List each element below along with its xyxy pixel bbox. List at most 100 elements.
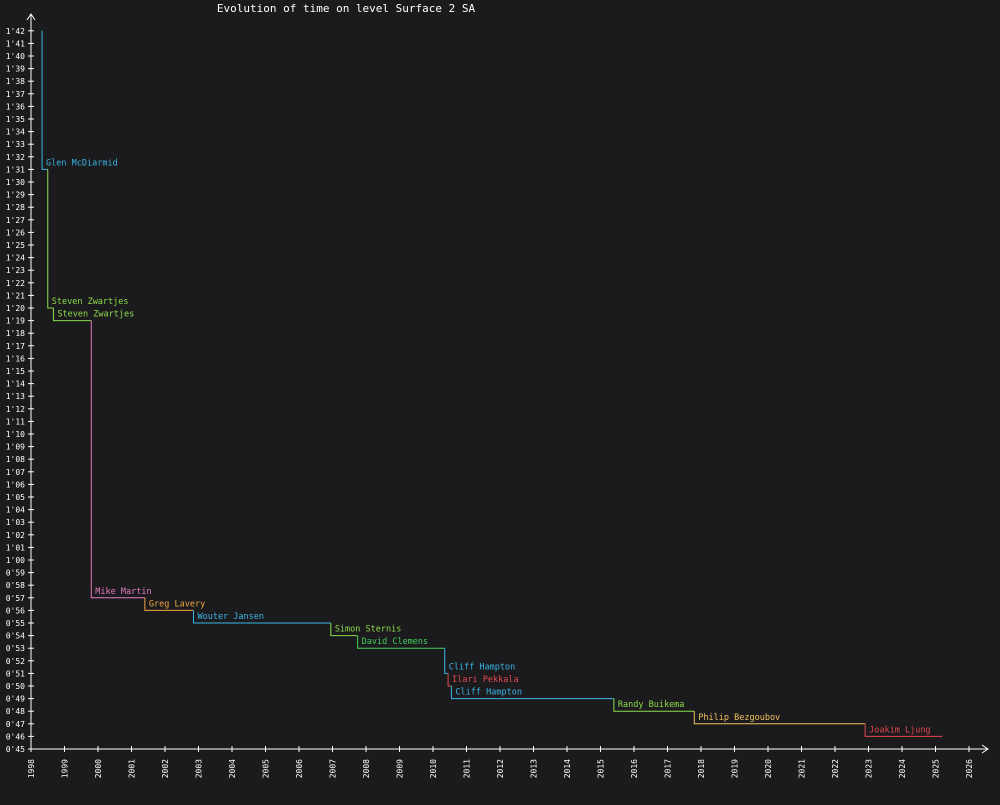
y-tick-label: 0'50 — [6, 682, 25, 691]
y-tick-label: 1'41 — [6, 39, 25, 48]
y-tick-label: 1'25 — [6, 241, 25, 250]
x-tick-label: 2018 — [697, 759, 706, 778]
x-tick-label: 2025 — [932, 759, 941, 778]
y-tick-label: 1'42 — [6, 27, 25, 36]
x-tick-label: 2000 — [94, 759, 103, 778]
y-tick-label: 1'33 — [6, 140, 25, 149]
record-series: Philip Bezgoubov — [693, 711, 866, 725]
y-tick-label: 0'47 — [6, 720, 25, 729]
record-series: Joakim Ljung — [864, 723, 943, 737]
y-tick-label: 0'59 — [6, 569, 25, 578]
x-tick-label: 2013 — [530, 759, 539, 778]
x-tick-label: 2002 — [161, 759, 170, 778]
y-axis-ticks: 0'45 0'46 0'47 0'48 0'49 0'50 0'51 0'52 0'53 0'54… — [6, 27, 34, 754]
x-tick-label: 2021 — [798, 759, 807, 778]
y-axis-arrow-icon — [26, 13, 36, 21]
y-tick-label: 0'58 — [6, 581, 25, 590]
y-tick-label: 1'30 — [6, 178, 25, 187]
record-series: Glen McDiarmid — [41, 30, 118, 170]
y-tick-label: 1'34 — [6, 128, 25, 137]
y-tick-label: 1'27 — [6, 216, 25, 225]
x-axis-arrow-icon — [981, 744, 989, 754]
x-tick-label: 2003 — [195, 759, 204, 778]
y-tick-label: 0'57 — [6, 594, 25, 603]
y-tick-label: 0'48 — [6, 707, 25, 716]
record-series: Cliff Hampton — [444, 648, 516, 674]
x-tick-label: 2017 — [664, 759, 673, 778]
x-tick-label: 2007 — [329, 759, 338, 778]
record-step-line — [144, 597, 194, 611]
record-series: Greg Lavery — [144, 597, 205, 611]
y-tick-label: 1'20 — [6, 304, 25, 313]
record-step-line — [357, 635, 445, 649]
record-step-line — [447, 673, 452, 687]
record-step-line — [450, 686, 614, 700]
record-step-line — [41, 30, 48, 170]
x-tick-label: 2023 — [865, 759, 874, 778]
y-tick-label: 1'36 — [6, 102, 25, 111]
record-holder-label: Joakim Ljung — [869, 725, 930, 735]
record-series: Mike Martin — [90, 320, 152, 599]
y-tick-label: 1'29 — [6, 191, 25, 200]
y-tick-label: 1'40 — [6, 52, 25, 61]
y-tick-label: 1'39 — [6, 65, 25, 74]
y-tick-label: 1'26 — [6, 228, 25, 237]
record-step-line — [864, 723, 943, 737]
y-tick-label: 0'56 — [6, 606, 25, 615]
y-tick-label: 1'04 — [6, 506, 25, 515]
y-tick-label: 1'13 — [6, 392, 25, 401]
record-step-line — [47, 169, 54, 309]
record-series: Randy Buikema — [613, 698, 695, 712]
y-tick-label: 1'03 — [6, 518, 25, 527]
y-tick-label: 1'38 — [6, 77, 25, 86]
y-tick-label: 0'51 — [6, 669, 25, 678]
y-tick-label: 1'11 — [6, 417, 25, 426]
x-axis-ticks: 1998 1999 2000 2001 2002 2003 2004 2005 2006 2007… — [27, 746, 974, 778]
y-tick-label: 1'01 — [6, 543, 25, 552]
y-tick-label: 1'10 — [6, 430, 25, 439]
x-tick-label: 2008 — [362, 759, 371, 778]
record-holder-label: Randy Buikema — [618, 700, 685, 710]
axes — [26, 13, 989, 754]
x-tick-label: 2010 — [429, 759, 438, 778]
y-tick-label: 1'28 — [6, 203, 25, 212]
y-tick-label: 1'14 — [6, 380, 25, 389]
x-tick-label: 2016 — [630, 759, 639, 778]
record-step-line — [613, 698, 695, 712]
y-tick-label: 1'08 — [6, 455, 25, 464]
x-tick-label: 2014 — [563, 759, 572, 778]
y-tick-label: 0'54 — [6, 632, 25, 641]
record-holder-label: Greg Lavery — [149, 599, 205, 609]
x-tick-label: 2019 — [731, 759, 740, 778]
record-holder-label: Cliff Hampton — [449, 662, 516, 672]
series-group: Glen McDiarmid Steven Zwartjes Steven Zwar… — [41, 30, 943, 737]
record-series: David Clemens — [357, 635, 445, 649]
x-tick-label: 2005 — [262, 759, 271, 778]
y-tick-label: 1'21 — [6, 291, 25, 300]
record-holder-label: Ilari Pekkala — [452, 675, 519, 685]
y-tick-label: 1'19 — [6, 317, 25, 326]
record-series: Steven Zwartjes — [47, 169, 129, 309]
y-tick-label: 1'06 — [6, 480, 25, 489]
record-series: Steven Zwartjes — [52, 308, 134, 322]
y-tick-label: 1'12 — [6, 405, 25, 414]
record-step-line — [52, 308, 92, 322]
record-holder-label: Steven Zwartjes — [57, 310, 134, 320]
y-tick-label: 1'17 — [6, 342, 25, 351]
y-tick-label: 1'18 — [6, 329, 25, 338]
y-tick-label: 1'31 — [6, 165, 25, 174]
record-step-line — [192, 610, 331, 624]
x-tick-label: 2011 — [463, 759, 472, 778]
record-holder-label: Glen McDiarmid — [46, 158, 118, 168]
record-step-line — [444, 648, 449, 674]
x-tick-label: 2006 — [295, 759, 304, 778]
record-holder-label: Mike Martin — [95, 587, 151, 597]
y-tick-label: 1'15 — [6, 367, 25, 376]
x-tick-label: 2024 — [898, 759, 907, 778]
record-series: Wouter Jansen — [192, 610, 331, 624]
x-tick-label: 2004 — [228, 759, 237, 778]
record-series: Simon Sternis — [330, 623, 401, 637]
y-tick-label: 0'53 — [6, 644, 25, 653]
